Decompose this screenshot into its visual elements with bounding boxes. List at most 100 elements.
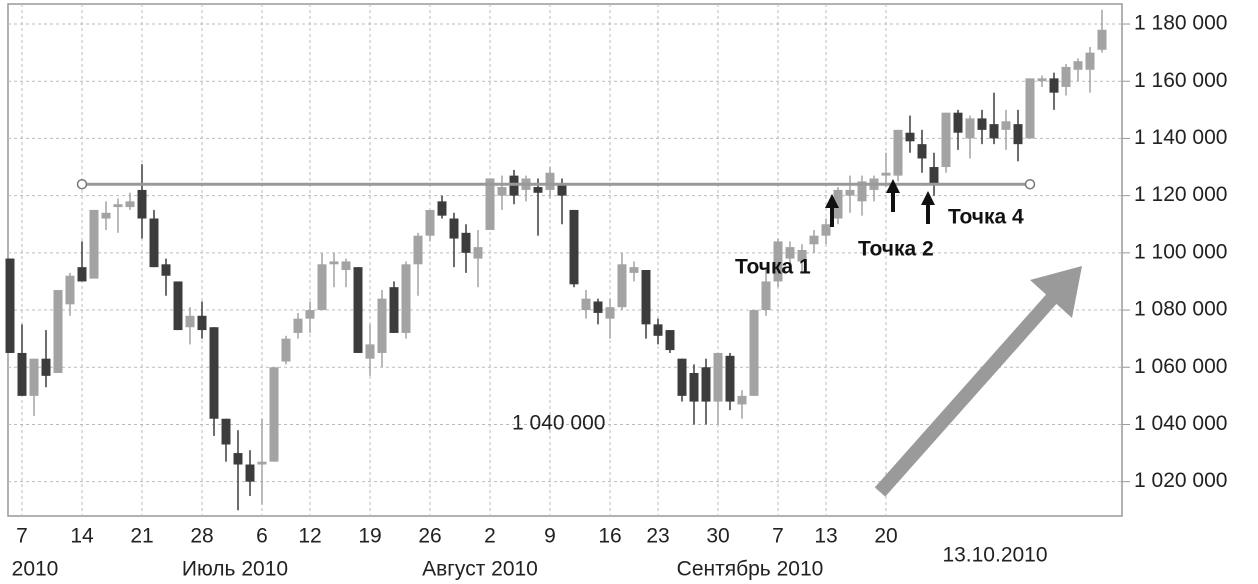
candle-body	[257, 461, 267, 465]
x-tick-label: 16	[598, 525, 621, 548]
candle-body	[845, 189, 855, 196]
trend-arrow-head	[1030, 266, 1082, 318]
candle-body	[125, 201, 135, 208]
candle-body	[185, 315, 195, 328]
x-tick-label: 21	[130, 525, 153, 548]
y-tick-label: 1 160 000	[1134, 69, 1227, 92]
plot: 1 020 000 1 040 000 1 060 000 1 080 000 1 10…	[5, 4, 1227, 581]
period-label: Сентябрь 2010	[677, 558, 824, 581]
candle-body	[581, 298, 591, 311]
period-label: 2010	[12, 558, 59, 581]
x-tick-label: 26	[418, 525, 441, 548]
x-tick-label: 9	[544, 525, 556, 548]
candle-body	[101, 212, 111, 219]
candle-body	[161, 264, 171, 276]
candle-body	[977, 118, 987, 130]
annotation: Точка 2	[858, 238, 934, 261]
candle-body	[221, 418, 231, 445]
y-tick-label: 1 140 000	[1134, 126, 1227, 149]
candle-body	[953, 112, 963, 133]
candle-body	[113, 204, 123, 208]
candle-body	[485, 178, 495, 230]
candle-body	[941, 112, 951, 168]
candle-body	[281, 338, 291, 362]
candle-body	[1025, 78, 1035, 139]
candle-body	[353, 267, 363, 353]
arrows	[825, 179, 1082, 497]
annotation: Точка 4	[948, 206, 1024, 229]
candle-body	[137, 189, 147, 219]
candle-body	[833, 189, 843, 219]
candle-body	[677, 358, 687, 396]
candle-body	[1037, 78, 1047, 82]
y-tick-label: 1 020 000	[1134, 469, 1227, 492]
candle-body	[29, 358, 39, 396]
candle-body	[1073, 61, 1083, 70]
candle-body	[473, 247, 483, 259]
candle-body	[545, 172, 555, 190]
candle-body	[905, 132, 915, 142]
candle-body	[209, 327, 219, 419]
candle-body	[365, 344, 375, 359]
candle-body	[401, 264, 411, 333]
annotation: 1 040 000	[512, 412, 605, 435]
candle-body	[761, 281, 771, 311]
candle-body	[785, 247, 795, 259]
candle-body	[1085, 52, 1095, 70]
level-end	[76, 178, 88, 190]
level-end	[1024, 178, 1036, 190]
x-tick-label: 13	[814, 525, 837, 548]
candle-body	[65, 275, 75, 305]
candle-body	[617, 264, 627, 308]
candle-body	[725, 355, 735, 402]
candle-body	[605, 307, 615, 319]
candle-body	[329, 261, 339, 265]
candle-body	[449, 218, 459, 239]
candle-body	[1061, 66, 1071, 87]
candle-body	[77, 267, 87, 282]
x-tick-label: 28	[190, 525, 213, 548]
candle-body	[713, 352, 723, 402]
candle-body	[341, 261, 351, 271]
candle-body	[653, 324, 663, 336]
candle-body	[989, 124, 999, 139]
candle-body	[317, 264, 327, 311]
candle-body	[641, 270, 651, 325]
point-arrows	[825, 179, 935, 227]
candle-body	[413, 235, 423, 265]
candle-body	[41, 358, 51, 376]
candle-body	[701, 367, 711, 402]
candle-body	[389, 287, 399, 333]
candle-body	[881, 172, 891, 176]
candle-body	[149, 218, 159, 268]
candle-body	[569, 209, 579, 285]
y-tick-label: 1 040 000	[1134, 412, 1227, 435]
y-tick-label: 1 120 000	[1134, 183, 1227, 206]
candle-body	[377, 298, 387, 353]
candle-body	[809, 235, 819, 245]
y-tick-label: 1 060 000	[1134, 355, 1227, 378]
candle-body	[1001, 121, 1011, 130]
x-tick-label: 30	[706, 525, 729, 548]
candle-body	[173, 281, 183, 331]
candle-body	[857, 181, 867, 202]
x-tick-label: 23	[646, 525, 669, 548]
candle-body	[689, 372, 699, 402]
candle-body	[749, 310, 759, 396]
x-tick-label: 6	[256, 525, 268, 548]
x-tick-label: 20	[874, 525, 897, 548]
candle-body	[245, 464, 255, 482]
y-tick-label: 1 100 000	[1134, 240, 1227, 263]
trend-arrow	[874, 290, 1061, 497]
candle-body	[593, 301, 603, 313]
candle-body	[965, 118, 975, 139]
candle-body	[797, 249, 807, 262]
candle-body	[437, 201, 447, 216]
candle-body	[1013, 124, 1023, 145]
candle-body	[821, 224, 831, 236]
x-tick-label: 12	[298, 525, 321, 548]
candle-body	[1049, 78, 1059, 93]
period-label: Август 2010	[422, 558, 538, 581]
candle-body	[293, 318, 303, 333]
